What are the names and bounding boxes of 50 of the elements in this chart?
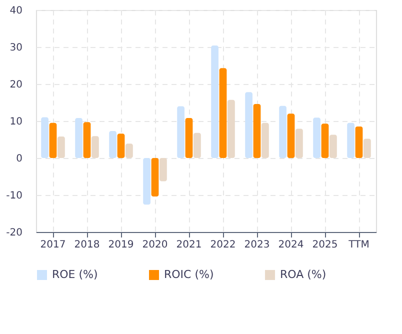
bar — [313, 118, 320, 158]
y-tick-label: 10 — [10, 116, 22, 128]
bar — [160, 158, 167, 182]
bar — [262, 122, 269, 158]
x-tick-label: 2020 — [142, 240, 168, 250]
bar — [41, 117, 48, 158]
x-tick-label: 2017 — [40, 240, 66, 250]
bar — [143, 158, 150, 205]
x-tick-label: 2022 — [210, 240, 236, 250]
y-tick-label: 30 — [10, 42, 22, 54]
bar — [75, 118, 82, 158]
bar — [194, 132, 201, 158]
x-tick-label: 2024 — [278, 240, 304, 250]
bar — [126, 144, 133, 158]
bar — [117, 134, 125, 158]
legend-label: ROIC (%) — [164, 268, 214, 281]
bar — [92, 136, 99, 158]
bar — [364, 138, 371, 158]
bar — [211, 46, 218, 158]
bar — [347, 122, 354, 158]
bar — [330, 134, 337, 158]
x-tick-label: TTM — [348, 240, 370, 250]
bar — [83, 122, 91, 158]
legend-label: ROE (%) — [52, 268, 98, 281]
bar — [245, 92, 252, 158]
y-tick-label: -10 — [6, 190, 22, 202]
bar — [321, 124, 329, 158]
bar — [58, 136, 65, 158]
y-tick-label: 0 — [16, 154, 22, 164]
bar — [355, 126, 363, 158]
bar — [287, 114, 295, 158]
bar — [185, 118, 193, 158]
x-tick-label: 2023 — [244, 240, 270, 250]
x-tick-label: 2018 — [74, 240, 100, 250]
x-tick-label: 2021 — [176, 240, 202, 250]
bar — [228, 100, 235, 158]
bar — [109, 130, 116, 158]
bar — [151, 158, 159, 196]
bar — [279, 106, 286, 158]
y-tick-label: 20 — [10, 80, 22, 90]
bar — [177, 106, 184, 158]
bar — [296, 128, 303, 158]
y-tick-label: -20 — [6, 228, 22, 238]
bar — [219, 68, 227, 158]
bar — [49, 122, 57, 158]
y-tick-label: 40 — [10, 6, 22, 16]
legend-label: ROA (%) — [280, 268, 326, 281]
bar — [253, 104, 261, 158]
x-tick-label: 2019 — [108, 240, 134, 250]
x-tick-label: 2025 — [312, 240, 338, 250]
